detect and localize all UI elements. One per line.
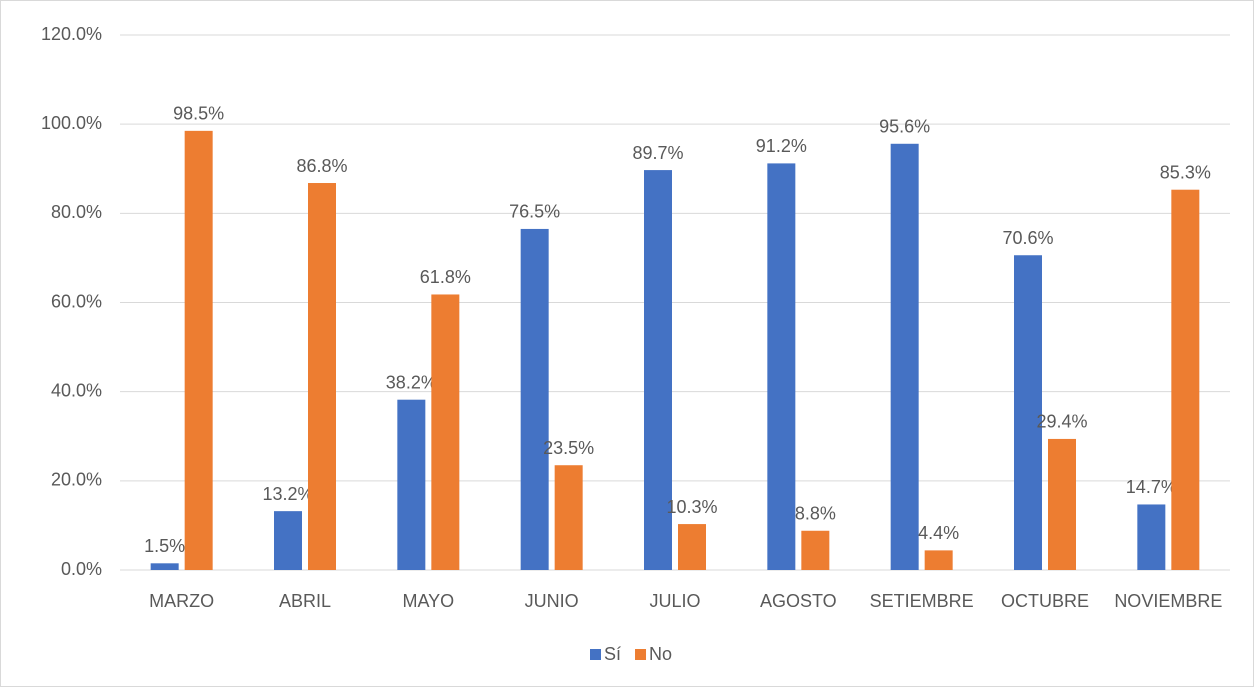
x-tick-label: SETIEMBRE: [870, 591, 974, 611]
data-label: 91.2%: [756, 136, 807, 156]
bar: [1014, 255, 1042, 570]
legend-label: Sí: [604, 644, 621, 664]
data-label: 10.3%: [666, 497, 717, 517]
bar: [431, 294, 460, 570]
bar: [274, 511, 302, 570]
data-label: 29.4%: [1036, 412, 1087, 432]
bar: [801, 530, 830, 570]
legend-label: No: [649, 644, 672, 664]
bar: [520, 228, 549, 570]
x-tick-label: AGOSTO: [760, 591, 837, 611]
bar: [150, 563, 179, 570]
bar: [767, 163, 796, 570]
x-tick-label: ABRIL: [279, 591, 331, 611]
data-label: 95.6%: [879, 117, 930, 137]
y-tick-label: 100.0%: [41, 113, 102, 133]
y-tick-label: 40.0%: [51, 380, 102, 400]
bar: [678, 524, 706, 570]
x-tick-label: JUNIO: [525, 591, 579, 611]
data-label: 38.2%: [386, 372, 437, 392]
data-label: 76.5%: [509, 202, 560, 222]
data-label: 23.5%: [543, 438, 594, 458]
data-label: 70.6%: [1002, 228, 1053, 248]
data-label: 86.8%: [296, 156, 347, 176]
y-tick-label: 80.0%: [51, 202, 102, 222]
bar: [1137, 504, 1166, 570]
data-label: 89.7%: [632, 143, 683, 163]
data-label: 1.5%: [144, 536, 185, 556]
legend-swatch: [635, 649, 647, 660]
bar: [1048, 438, 1076, 570]
y-tick-label: 120.0%: [41, 24, 102, 44]
bar: [397, 399, 426, 570]
y-tick-label: 60.0%: [51, 291, 102, 311]
legend-swatch: [590, 649, 601, 660]
data-label: 85.3%: [1160, 162, 1211, 182]
data-label: 14.7%: [1126, 477, 1177, 497]
x-tick-label: NOVIEMBRE: [1114, 591, 1222, 611]
y-tick-label: 20.0%: [51, 470, 102, 490]
data-label: 4.4%: [918, 523, 959, 543]
bar: [924, 550, 953, 570]
x-tick-label: JULIO: [649, 591, 700, 611]
data-label: 8.8%: [795, 504, 836, 524]
data-label: 13.2%: [262, 484, 313, 504]
bar: [644, 170, 672, 570]
bar: [184, 130, 213, 570]
data-label: 98.5%: [173, 104, 224, 124]
data-label: 61.8%: [420, 267, 471, 287]
x-tick-label: OCTUBRE: [1001, 591, 1089, 611]
bar: [308, 183, 336, 570]
y-tick-label: 0.0%: [61, 559, 102, 579]
x-tick-label: MAYO: [402, 591, 454, 611]
bar: [1171, 189, 1200, 570]
bar: [890, 143, 919, 571]
bar: [554, 465, 583, 570]
x-tick-label: MARZO: [149, 591, 214, 611]
